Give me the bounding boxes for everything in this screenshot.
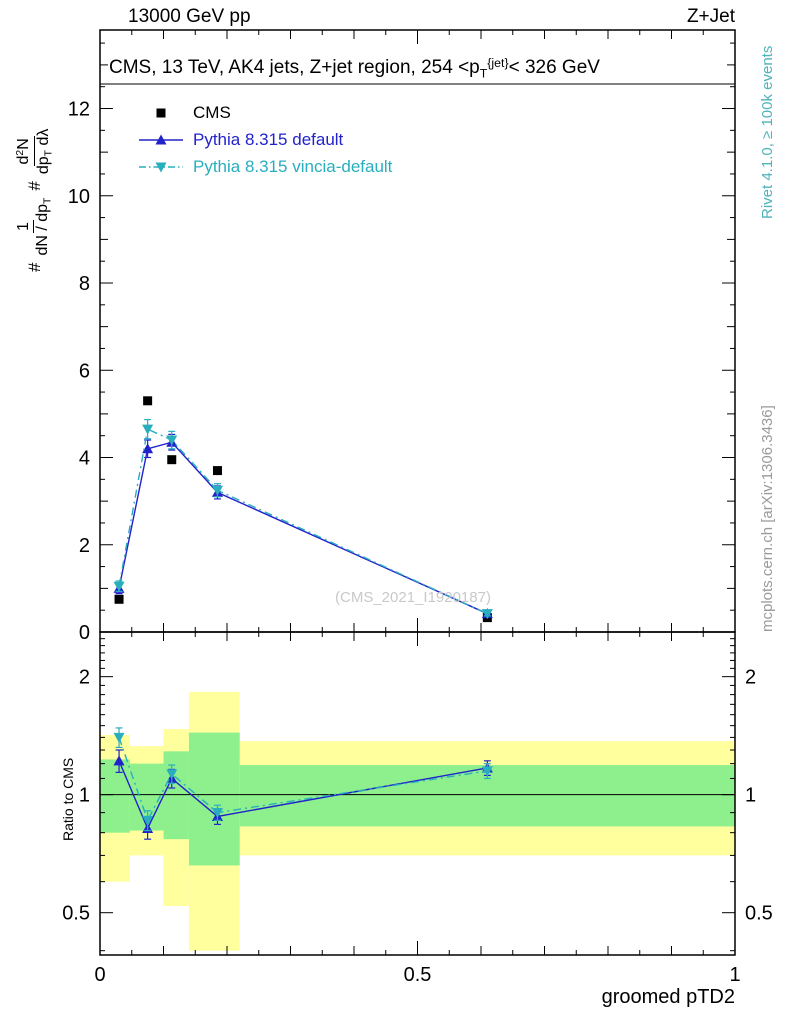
ylabel-fraction-1: 1 dN / dpT (15, 198, 55, 256)
ylabel-frac1-denominator: dN / dpT (34, 197, 55, 256)
svg-text:8: 8 (79, 273, 90, 295)
legend: CMS Pythia 8.315 default Pythia 8.315 vi… (138, 102, 392, 178)
svg-text:1: 1 (729, 964, 740, 986)
plot-title: CMS, 13 TeV, AK4 jets, Z+jet region, 254… (109, 56, 600, 81)
data-uncertainty-inner (100, 759, 130, 833)
svg-text:2: 2 (79, 667, 90, 689)
svg-text:6: 6 (79, 360, 90, 382)
svg-text:0.5: 0.5 (745, 903, 773, 925)
svg-text:1: 1 (79, 785, 90, 807)
ylabel-frac1-numerator: 1 (15, 220, 35, 234)
svg-text:0: 0 (94, 964, 105, 986)
main-y-axis-label: # 1 dN / dpT # d2N dpT dλ (15, 129, 55, 272)
svg-text:2: 2 (79, 535, 90, 557)
svg-text:0.5: 0.5 (404, 964, 432, 986)
ylabel-frac2-numerator: d2N (15, 136, 35, 167)
pythia-default-marker-icon (139, 134, 183, 145)
legend-item-pythia-default: Pythia 8.315 default (138, 129, 392, 151)
legend-item-cms: CMS (138, 102, 392, 124)
beam-info-label: 13000 GeV pp (128, 6, 251, 27)
legend-label-cms: CMS (193, 103, 231, 122)
cms-square-marker-icon (156, 108, 166, 118)
legend-label-pythia-default: Pythia 8.315 default (193, 130, 344, 149)
ylabel-hash: # (25, 262, 45, 272)
pythia-vincia-marker-icon (139, 162, 183, 173)
legend-label-pythia-vincia: Pythia 8.315 vincia-default (193, 157, 393, 176)
ratio-y-axis-label: Ratio to CMS (60, 757, 76, 841)
ylabel-frac2-denominator: dpT dλ (34, 128, 55, 175)
analysis-watermark: (CMS_2021_I1920187) (335, 589, 491, 606)
svg-text:10: 10 (68, 186, 90, 208)
legend-item-pythia-vincia: Pythia 8.315 vincia-default (138, 156, 392, 178)
svg-text:0: 0 (79, 622, 90, 644)
process-label: Z+Jet (686, 6, 735, 27)
ylabel-fraction-2: d2N dpT dλ (15, 128, 55, 175)
svg-text:0.5: 0.5 (62, 903, 90, 925)
svg-text:1: 1 (745, 785, 756, 807)
rivet-version-note: Rivet 4.1.0, ≥ 100k events (759, 45, 776, 219)
svg-text:4: 4 (79, 448, 90, 470)
x-axis-label: groomed pTD2 (601, 986, 735, 1008)
data-uncertainty-inner (163, 751, 189, 840)
mcplots-reference-note: mcplots.cern.ch [arXiv:1306.3436] (759, 405, 776, 632)
svg-text:12: 12 (68, 99, 90, 121)
ylabel-hash: # (25, 181, 45, 191)
svg-text:2: 2 (745, 667, 756, 689)
